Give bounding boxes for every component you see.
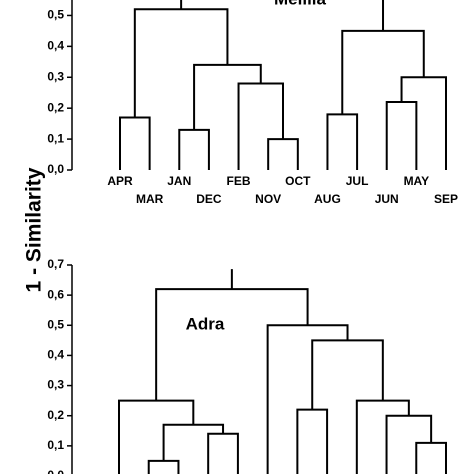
leaf-label: MAY [404,174,430,188]
y-tick-label: 0,7 [47,257,64,271]
y-tick-label: 0,0 [47,162,64,176]
merge-link [311,339,384,410]
merge-link [341,29,425,115]
merge-link [355,399,410,474]
merge-link [385,101,418,170]
leaf-label: DEC [196,192,222,206]
leaf-label: JUN [375,192,399,206]
merge-link [118,399,195,474]
y-tick-label: 0,5 [47,8,64,22]
y-tick-label: 0,4 [47,39,64,53]
merge-link [155,288,309,401]
dendrogram [118,269,447,474]
y-tick-label: 0,0 [47,468,64,474]
leaf-label: AUG [314,192,341,206]
dendrogram [119,0,447,170]
leaf-label: NOV [255,192,281,206]
merge-link [400,76,447,170]
leaf-label: APR [107,174,133,188]
y-tick-label: 0,5 [47,317,64,331]
merge-link [180,0,385,31]
merge-link [385,414,433,474]
merge-link [207,432,239,474]
merge-link [119,116,151,170]
merge-link [147,459,180,474]
y-tick-label: 0,4 [47,348,64,362]
leaf-label: JUL [346,174,369,188]
leaf-label: FEB [227,174,251,188]
y-tick-label: 0,1 [47,131,64,145]
merge-link [133,8,229,118]
merge-link [267,138,299,170]
merge-link [266,324,349,474]
leaf-label: SEP [434,192,458,206]
leaf-label: MAR [136,192,164,206]
merge-link [178,128,210,170]
merge-link [296,408,329,474]
merge-link [415,441,447,474]
merge-link [193,63,262,130]
y-axis-title: 1 - Similarity [23,167,46,292]
leaf-label: JAN [167,174,191,188]
y-tick-label: 0,6 [47,287,64,301]
y-tick-label: 0,2 [47,100,64,114]
y-tick-label: 0,1 [47,438,64,452]
merge-link [237,82,284,170]
panel-title: Melilla [274,0,327,8]
y-tick-label: 0,2 [47,408,64,422]
y-tick-label: 0,3 [47,378,64,392]
y-tick-label: 0,3 [47,69,64,83]
panel-title: Adra [186,314,225,333]
merge-link [162,423,225,461]
leaf-label: OCT [285,174,311,188]
merge-link [326,113,359,170]
